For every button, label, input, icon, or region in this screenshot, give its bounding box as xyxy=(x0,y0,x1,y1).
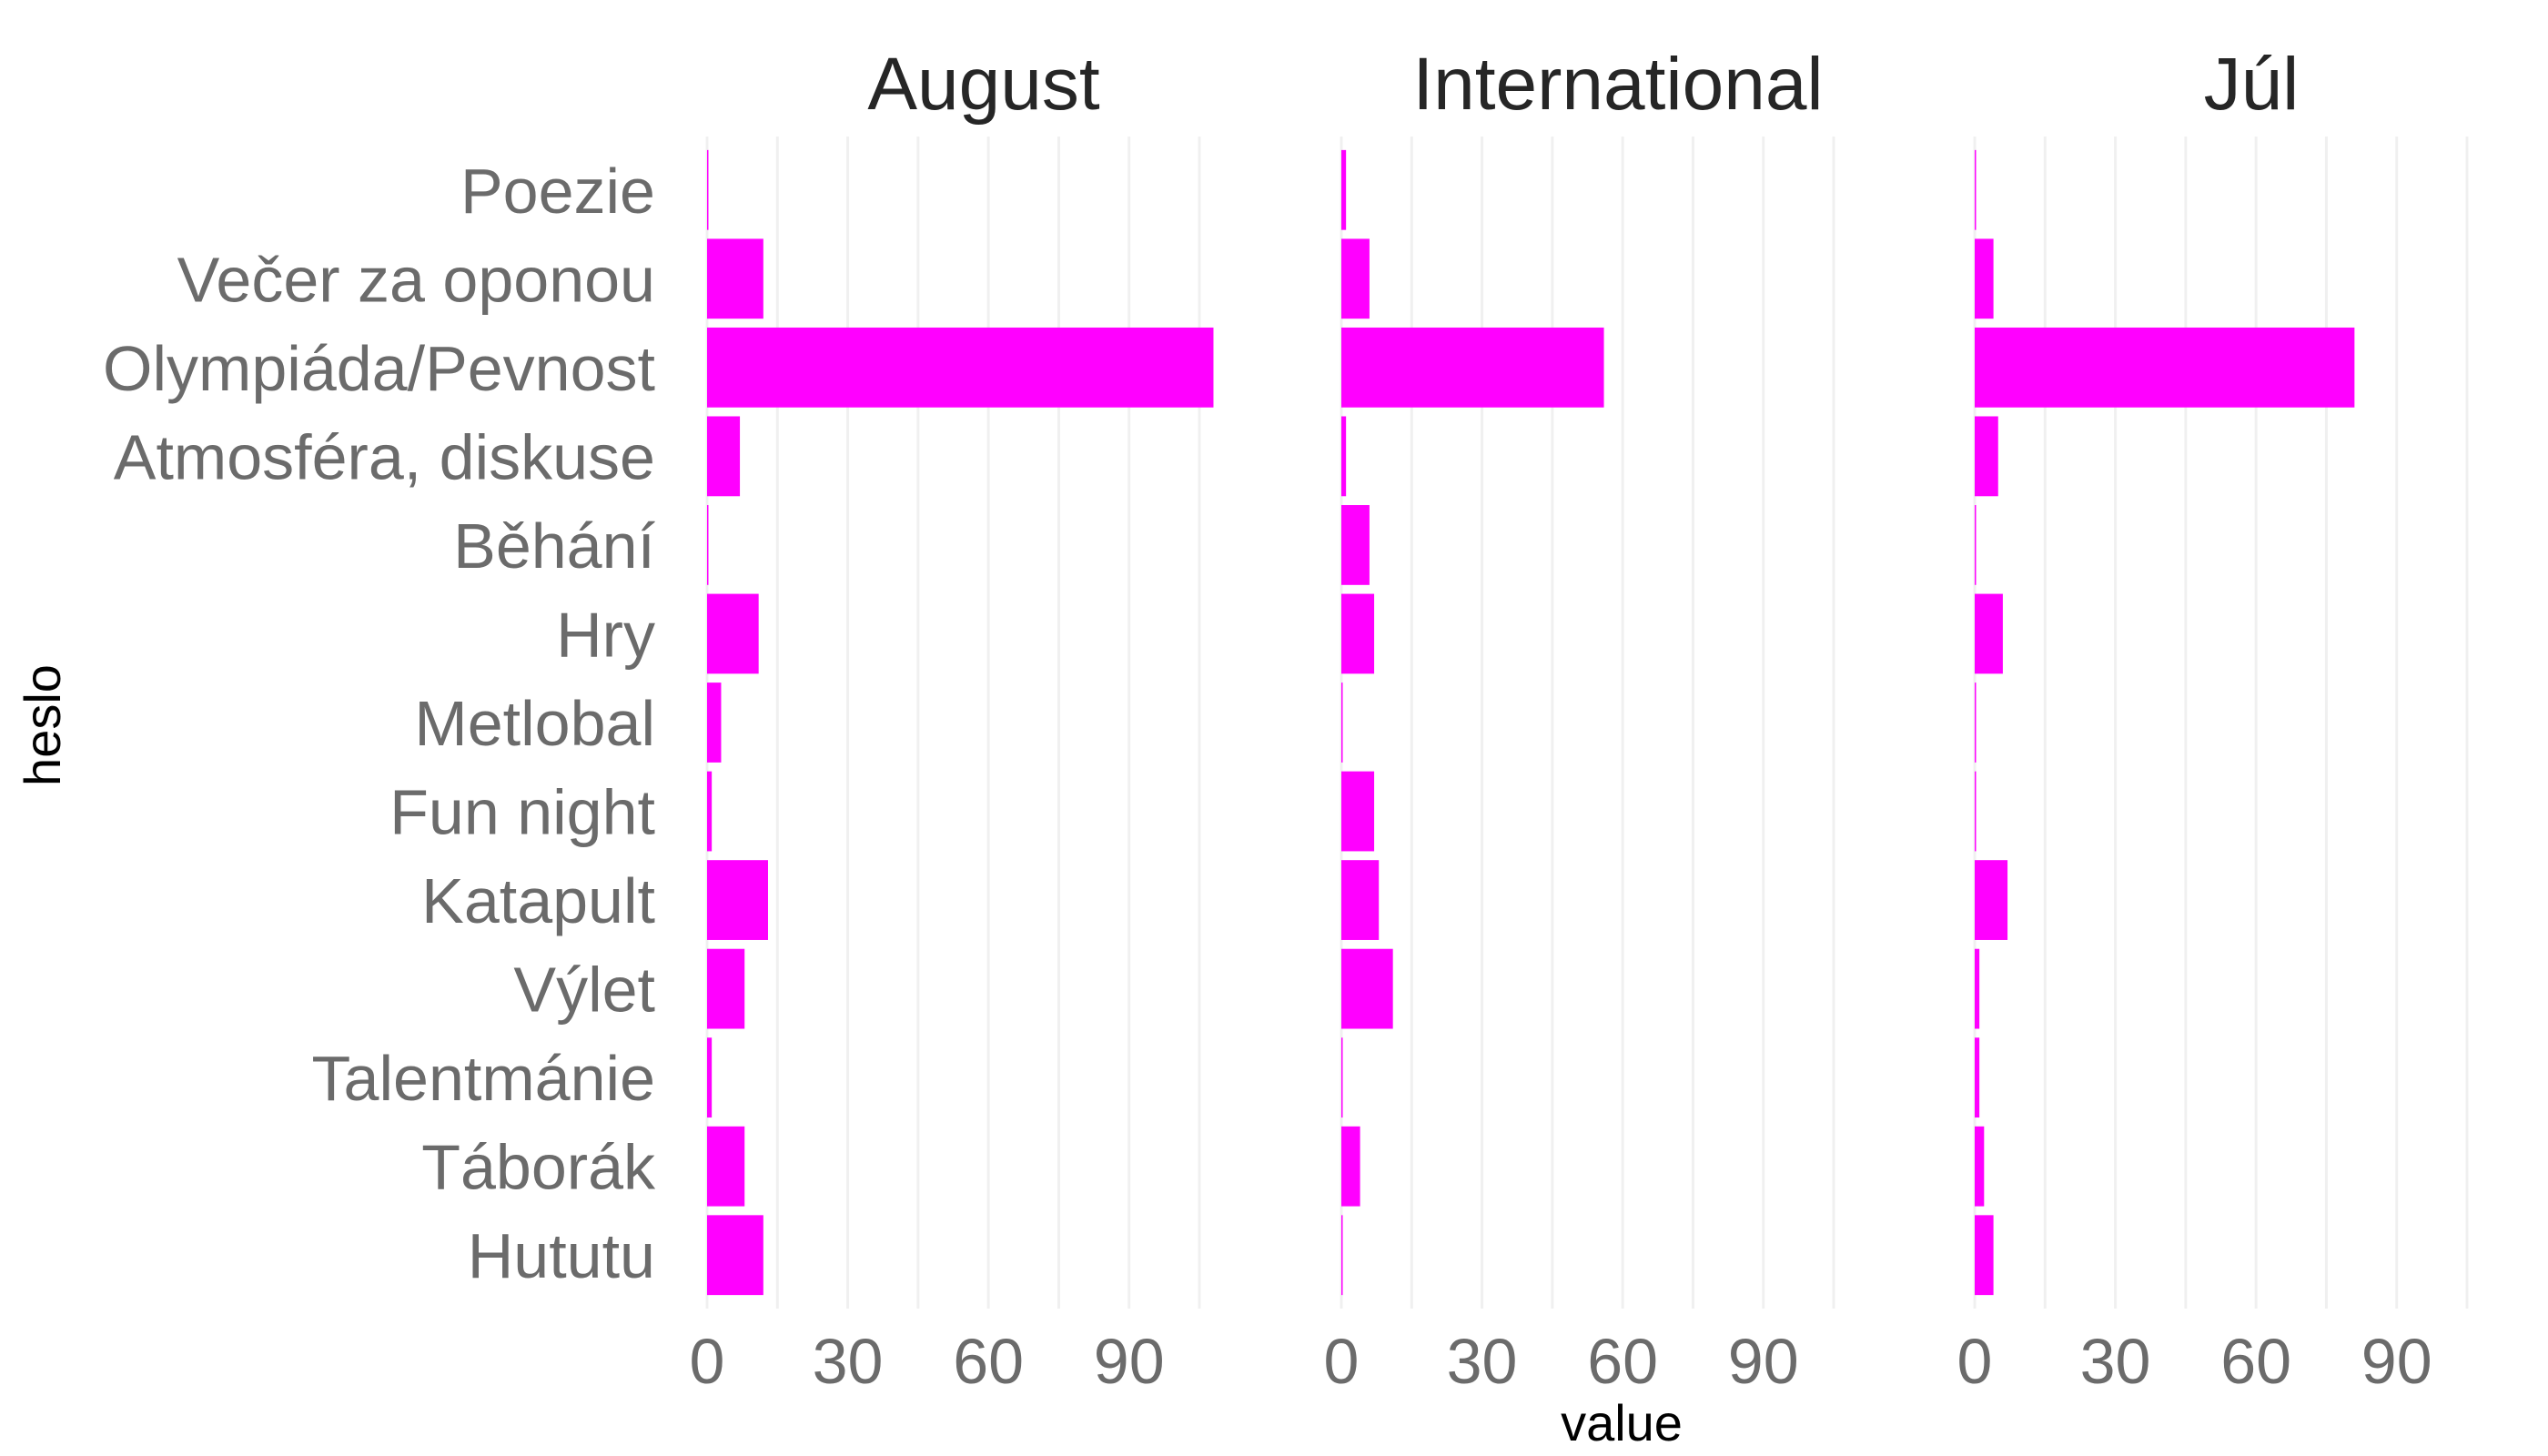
bar-international-olympiada-pevnost xyxy=(1341,327,1604,408)
x-tick-label-august-0: 0 xyxy=(690,1326,725,1397)
label-layer: August 0 30 60 90 International 0 30 60 90 Júl 0 30 6… xyxy=(103,43,2432,1397)
bar-jul-poezie xyxy=(1975,149,1977,230)
facet-title-jul: Júl xyxy=(2204,43,2300,126)
category-label-vecer-za-oponou: Večer za oponou xyxy=(177,244,655,315)
bar-international-taborak xyxy=(1341,1126,1360,1207)
bar-jul-taborak xyxy=(1975,1126,1985,1207)
bar-international-atmosfera-diskuse xyxy=(1341,416,1347,497)
bar-jul-hry xyxy=(1975,593,2003,674)
bar-august-taborak xyxy=(707,1126,745,1207)
x-tick-label-august-60: 60 xyxy=(953,1326,1024,1397)
bar-international-poezie xyxy=(1341,149,1347,230)
bar-jul-fun-night xyxy=(1975,771,1977,852)
category-label-fun-night: Fun night xyxy=(389,777,655,848)
x-tick-label-jul-0: 0 xyxy=(1957,1326,1993,1397)
category-label-poezie: Poezie xyxy=(460,156,655,227)
x-tick-label-international-60: 60 xyxy=(1587,1326,1658,1397)
bar-international-vecer-za-oponou xyxy=(1341,238,1370,319)
category-label-katapult: Katapult xyxy=(421,865,655,936)
category-label-olympiada-pevnost: Olympiáda/Pevnost xyxy=(103,333,655,404)
facet-title-august: August xyxy=(867,43,1100,126)
bar-august-atmosfera-diskuse xyxy=(707,416,741,497)
bar-august-talentmanie xyxy=(707,1037,713,1118)
bar-international-vylet xyxy=(1341,948,1393,1029)
x-tick-label-jul-30: 30 xyxy=(2080,1326,2151,1397)
grid-layer xyxy=(705,136,2469,1309)
bar-jul-hututu xyxy=(1975,1215,1994,1296)
bar-international-talentmanie xyxy=(1341,1037,1343,1118)
bar-international-hututu xyxy=(1341,1215,1343,1296)
category-label-behani: Běhání xyxy=(453,511,655,581)
bar-august-metlobal xyxy=(707,682,722,763)
bar-august-fun-night xyxy=(707,771,713,852)
bar-international-katapult xyxy=(1341,860,1380,940)
category-label-metlobal: Metlobal xyxy=(414,688,655,759)
x-tick-label-international-90: 90 xyxy=(1728,1326,1799,1397)
x-tick-label-august-90: 90 xyxy=(1094,1326,1165,1397)
bar-international-fun-night xyxy=(1341,771,1375,852)
x-tick-label-international-0: 0 xyxy=(1324,1326,1360,1397)
category-label-talentmanie: Talentmánie xyxy=(312,1043,655,1114)
category-label-vylet: Výlet xyxy=(513,955,655,1026)
bar-august-olympiada-pevnost xyxy=(707,327,1214,408)
bar-august-katapult xyxy=(707,860,768,940)
bar-international-hry xyxy=(1341,593,1375,674)
bar-august-vylet xyxy=(707,948,745,1029)
bar-jul-behani xyxy=(1975,505,1977,585)
bar-august-vecer-za-oponou xyxy=(707,238,763,319)
bar-august-poezie xyxy=(707,149,709,230)
bar-jul-vecer-za-oponou xyxy=(1975,238,1994,319)
bar-international-behani xyxy=(1341,505,1370,585)
category-label-atmosfera-diskuse: Atmosféra, diskuse xyxy=(114,421,655,492)
bar-jul-vylet xyxy=(1975,948,1980,1029)
bar-layer xyxy=(707,149,2355,1296)
bar-jul-metlobal xyxy=(1975,682,1977,763)
x-tick-label-jul-90: 90 xyxy=(2361,1326,2432,1397)
bar-august-hututu xyxy=(707,1215,763,1296)
bar-august-hry xyxy=(707,593,759,674)
bar-jul-atmosfera-diskuse xyxy=(1975,416,1998,497)
bar-jul-talentmanie xyxy=(1975,1037,1980,1118)
bar-international-metlobal xyxy=(1341,682,1343,763)
bar-jul-katapult xyxy=(1975,860,2008,940)
category-label-taborak: Táborák xyxy=(421,1132,656,1203)
category-label-hututu: Hututu xyxy=(468,1220,655,1291)
x-tick-label-international-30: 30 xyxy=(1447,1326,1518,1397)
category-label-hry: Hry xyxy=(556,599,655,670)
bar-jul-olympiada-pevnost xyxy=(1975,327,2355,408)
x-tick-label-jul-60: 60 xyxy=(2220,1326,2291,1397)
x-tick-label-august-30: 30 xyxy=(813,1326,884,1397)
bar-august-behani xyxy=(707,505,709,585)
y-axis-title: heslo xyxy=(14,664,71,786)
x-axis-title: value xyxy=(1561,1394,1683,1451)
facet-title-international: International xyxy=(1412,43,1823,126)
